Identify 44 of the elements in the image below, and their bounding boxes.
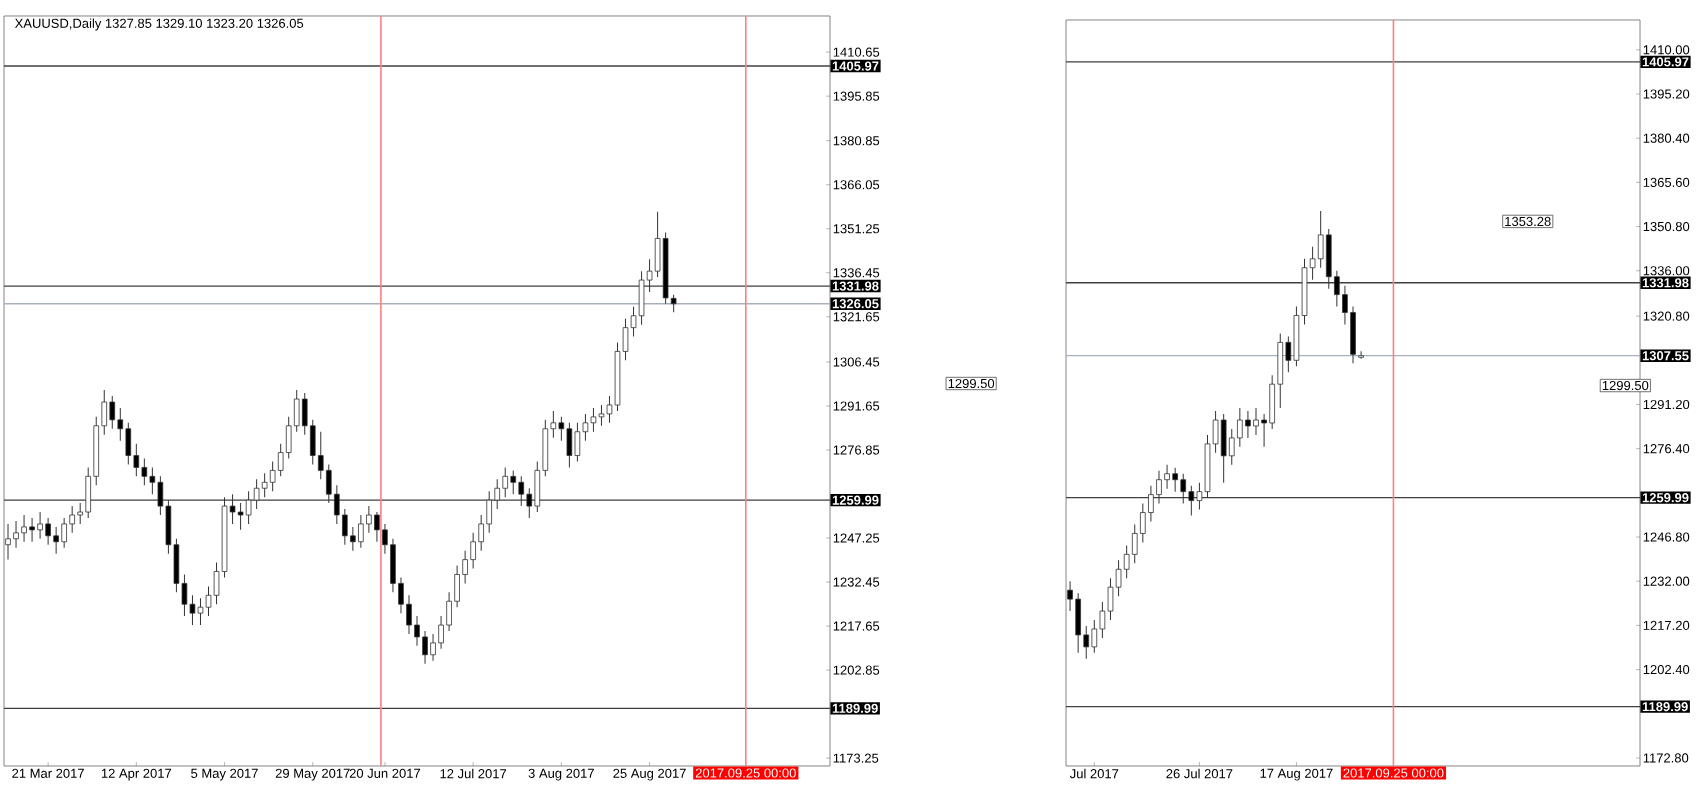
- candlestick: [1220, 413, 1227, 484]
- candlestick: [261, 472, 268, 498]
- candlestick: [486, 490, 492, 534]
- candlestick: [1317, 210, 1324, 269]
- candlestick: [502, 466, 509, 498]
- candlestick: [13, 520, 19, 549]
- candlestick: [598, 404, 605, 427]
- candlestick: [566, 422, 573, 468]
- candlestick: [45, 517, 51, 546]
- candlestick: [197, 597, 204, 626]
- candlestick: [253, 478, 260, 510]
- candlestick: [1164, 464, 1170, 490]
- candlestick: [109, 395, 116, 430]
- candlestick: [69, 505, 75, 534]
- candlestick: [1245, 410, 1251, 439]
- candlestick: [422, 630, 428, 665]
- candlestick: [1358, 350, 1364, 360]
- candlestick: [1188, 485, 1195, 517]
- candlestick: [1237, 407, 1243, 448]
- candlestick: [269, 460, 276, 492]
- candlestick: [141, 458, 148, 486]
- candlestick: [5, 523, 11, 561]
- candlestick: [245, 490, 252, 525]
- candlestick: [29, 517, 35, 543]
- candlestick: [1075, 592, 1081, 654]
- candlestick: [1325, 228, 1332, 290]
- candlestick: [21, 514, 27, 543]
- candlestick: [358, 514, 364, 549]
- candlestick: [53, 526, 59, 555]
- candlestick: [510, 469, 517, 495]
- candlestick: [518, 475, 525, 507]
- candlestick: [61, 517, 67, 549]
- candlestick: [1156, 470, 1162, 505]
- candlestick: [1172, 467, 1178, 493]
- candlestick: [1180, 473, 1187, 505]
- candlestick: [638, 270, 645, 326]
- candlestick: [237, 502, 244, 531]
- candlestick: [366, 505, 372, 534]
- candlestick: [374, 511, 380, 543]
- candlestick: [1253, 407, 1259, 436]
- candlestick: [37, 511, 43, 540]
- candlestick: [125, 422, 132, 465]
- candlestick: [574, 422, 581, 462]
- candlestick: [590, 407, 597, 433]
